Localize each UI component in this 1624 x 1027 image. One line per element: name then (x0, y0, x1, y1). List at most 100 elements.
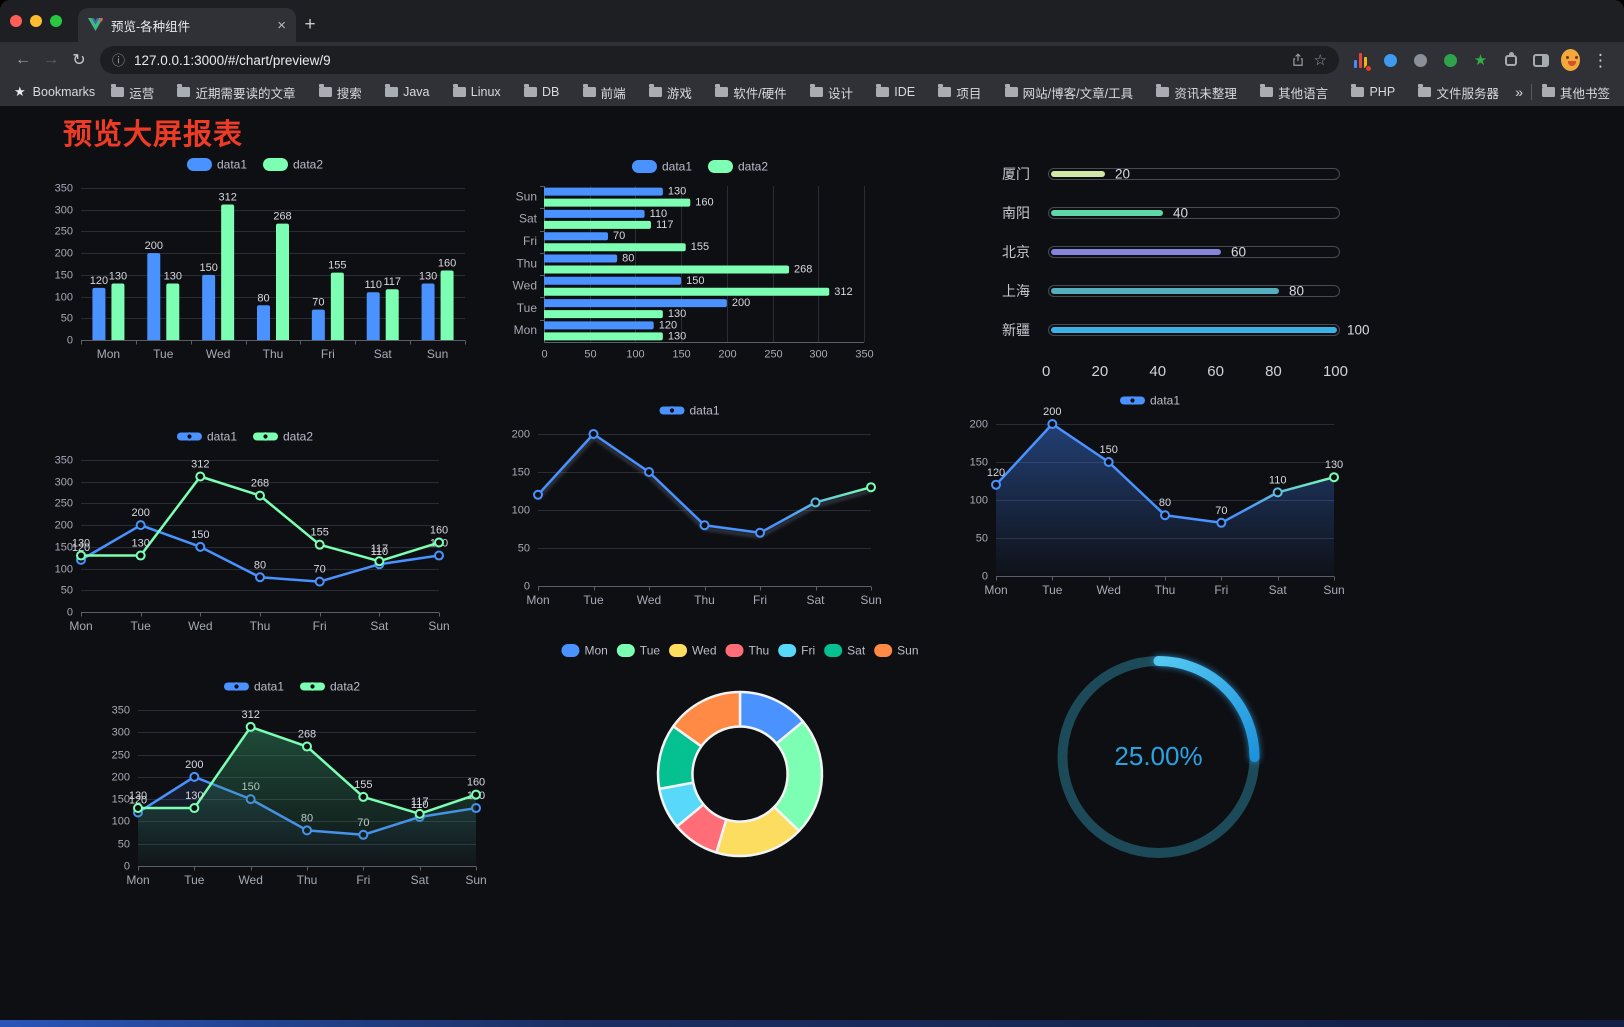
progress-fill (1051, 326, 1337, 333)
extension-icon-3[interactable] (1411, 51, 1430, 70)
city-label: 新疆 (1002, 321, 1030, 338)
minimize-window-button[interactable] (30, 15, 42, 27)
donut-chart-canvas[interactable] (540, 638, 940, 876)
bookmark-label: 游戏 (666, 86, 692, 101)
gauge-chart-canvas[interactable] (1036, 646, 1281, 868)
page-title: 预览大屏报表 (63, 119, 244, 151)
progress-track[interactable]: 40 (1048, 205, 1340, 220)
extensions-puzzle-button[interactable] (1501, 51, 1520, 70)
bookmark-item[interactable]: 网站/博客/文章/工具 (1004, 83, 1133, 102)
bookmark-label: 项目 (956, 86, 982, 101)
axis-tick-label: 40 (1149, 363, 1167, 380)
tab-close-icon[interactable]: × (277, 16, 286, 34)
progress-row: 厦门 20 (1002, 154, 1392, 193)
new-tab-button[interactable]: + (304, 14, 316, 35)
site-info-icon[interactable]: ⓘ (112, 52, 126, 68)
browser-tab[interactable]: 预览-各种组件 × (78, 8, 296, 42)
bookmarks-star-icon: ★ (14, 84, 26, 99)
multi-line-chart-canvas[interactable] (35, 422, 455, 640)
bookmark-label: 运营 (129, 86, 155, 101)
green-star-icon: ★ (1473, 51, 1488, 69)
bookmark-item[interactable]: 近期需要读的文章 (177, 83, 296, 102)
progress-value: 20 (1115, 166, 1131, 181)
horizontal-bar-chart-canvas[interactable] (500, 152, 900, 370)
folder-icon (1260, 84, 1274, 97)
progress-bar-chart: 厦门 20 南阳 40 北京 60 上海 80 新疆 100 0 20 40 60 80 100 (1002, 154, 1392, 381)
bookmarks-bar: ★ Bookmarks 运营 近期需要读的文章 搜索 Java Linux DB 前端 游戏 软… (0, 78, 1624, 106)
progress-track[interactable]: 80 (1048, 283, 1340, 298)
grouped-bar-chart (35, 150, 475, 368)
bookmark-item[interactable]: 文件服务器 (1418, 83, 1499, 102)
footer-bar (0, 1020, 1624, 1027)
folder-icon (648, 84, 662, 97)
gradient-line-chart-canvas[interactable] (492, 396, 887, 614)
extension-icon-4[interactable] (1441, 51, 1460, 70)
reload-button[interactable]: ↻ (72, 52, 86, 69)
extension-icon-2[interactable] (1381, 51, 1400, 70)
progress-value: 40 (1173, 205, 1189, 220)
bookmark-label: DB (541, 85, 560, 99)
back-button[interactable]: ← (15, 51, 31, 68)
bookmark-item[interactable]: 其他语言 (1260, 83, 1328, 102)
folder-icon (1541, 84, 1555, 97)
folder-icon (385, 84, 399, 97)
bookmark-item[interactable]: 前端 (582, 83, 626, 102)
progress-track[interactable]: 60 (1048, 244, 1340, 259)
bookmark-label: 搜索 (336, 86, 362, 101)
progress-track[interactable]: 20 (1048, 166, 1340, 181)
bookmark-item[interactable]: DB (523, 83, 560, 102)
bookmark-star-icon[interactable]: ☆ (1313, 51, 1327, 69)
bookmark-item[interactable]: IDE (876, 83, 915, 102)
axis-tick-label: 20 (1091, 363, 1109, 380)
chart-bars-icon (1354, 52, 1367, 68)
bookmark-label: 其他语言 (1278, 86, 1329, 101)
zoom-window-button[interactable] (50, 15, 62, 27)
extension-icon-1[interactable] (1351, 51, 1372, 72)
bookmark-item[interactable]: 运营 (111, 83, 154, 102)
folder-icon (452, 84, 466, 97)
bookmark-label: Java (403, 85, 430, 99)
forward-button[interactable]: → (43, 51, 59, 68)
kebab-menu-icon: ⋮ (1592, 50, 1609, 70)
bookmark-item[interactable]: 软件/硬件 (715, 83, 787, 102)
bookmark-item[interactable]: 资讯未整理 (1156, 83, 1237, 102)
profile-avatar[interactable] (1561, 49, 1580, 71)
notification-badge (1365, 64, 1372, 72)
side-panel-button[interactable] (1531, 51, 1550, 70)
progress-axis: 0 20 40 60 80 100 (1042, 363, 1348, 380)
bookmarks-label[interactable]: Bookmarks (32, 85, 96, 99)
progress-track[interactable]: 100 (1048, 322, 1370, 337)
folder-icon (1004, 84, 1018, 97)
axis-tick-label: 60 (1207, 363, 1224, 380)
axis-tick-label: 100 (1322, 363, 1348, 380)
folder-icon (715, 84, 729, 97)
browser-menu-button[interactable]: ⋮ (1591, 51, 1610, 70)
bookmark-label: Linux (470, 85, 501, 99)
window-controls (10, 0, 62, 42)
bookmark-item[interactable]: Linux (452, 83, 501, 102)
folder-icon (582, 84, 596, 97)
bookmark-item[interactable]: Java (385, 83, 429, 102)
other-bookmarks[interactable]: 其他书签 (1541, 83, 1610, 102)
bookmark-item[interactable]: 搜索 (318, 83, 362, 102)
grouped-bar-chart-canvas[interactable] (35, 150, 475, 368)
bookmark-item[interactable]: 设计 (809, 83, 853, 102)
blue-dot-icon (1384, 53, 1397, 67)
url-text[interactable]: 127.0.0.1:3000/#/chart/preview/9 (134, 52, 331, 68)
line-area-mixed-chart-canvas[interactable] (92, 672, 492, 894)
other-bookmarks-label: 其他书签 (1559, 86, 1610, 101)
address-bar[interactable]: ⓘ 127.0.0.1:3000/#/chart/preview/9 ☆ (100, 46, 1339, 74)
close-window-button[interactable] (10, 15, 22, 27)
share-icon[interactable] (1291, 53, 1305, 67)
extension-icon-5[interactable]: ★ (1471, 51, 1490, 70)
donut-chart (540, 638, 940, 876)
bookmarks-divider (1530, 84, 1532, 100)
bookmark-label: 前端 (600, 86, 626, 101)
bookmark-item[interactable]: 游戏 (648, 83, 692, 102)
tab-favicon (88, 18, 103, 32)
bookmark-item[interactable]: PHP (1351, 83, 1395, 102)
bookmark-item[interactable]: 项目 (938, 83, 981, 102)
bookmarks-overflow-chevron[interactable]: » (1515, 84, 1523, 100)
progress-fill (1051, 170, 1105, 177)
area-line-chart-canvas[interactable] (950, 386, 1350, 604)
